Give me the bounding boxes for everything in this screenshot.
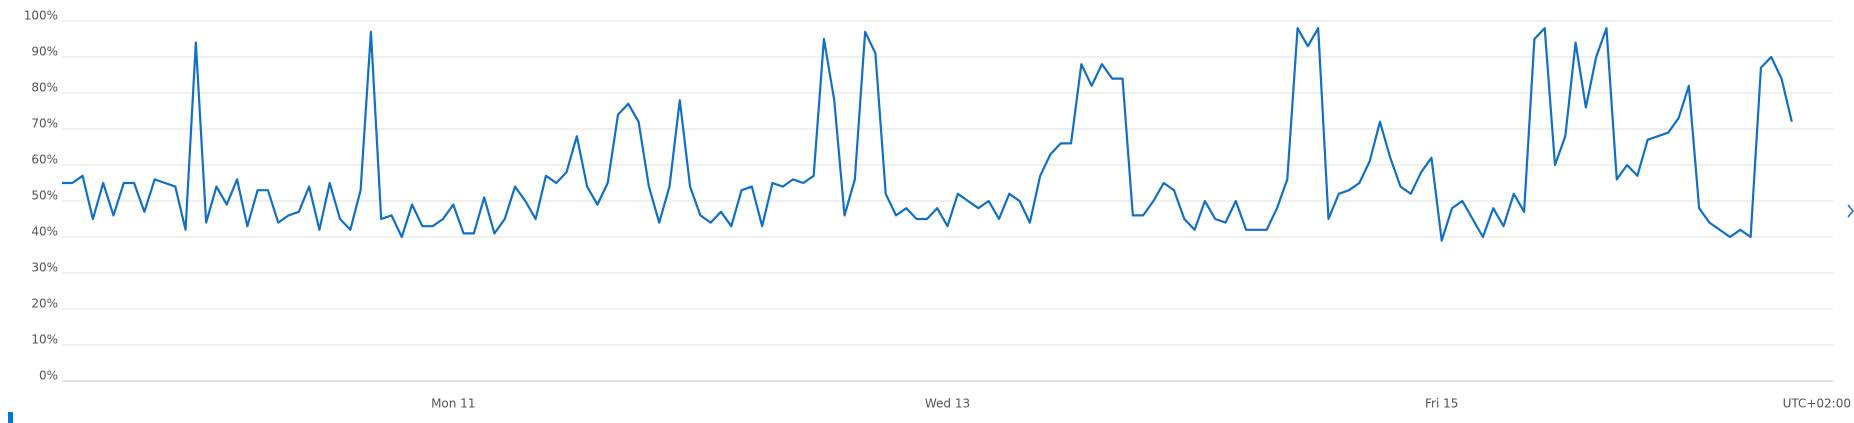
expand-arrow[interactable] <box>1847 204 1854 218</box>
y-tick-label: 0% <box>39 369 58 383</box>
x-tick-label: Fri 15 <box>1425 397 1458 411</box>
focus-indicator <box>8 412 13 423</box>
data-line <box>62 27 1793 242</box>
x-tick-label: Mon 11 <box>431 397 475 411</box>
y-tick-label: 30% <box>31 261 58 275</box>
y-tick-label: 10% <box>31 333 58 347</box>
y-tick-label: 70% <box>31 117 58 131</box>
y-tick-label: 60% <box>31 153 58 167</box>
y-tick-label: 80% <box>31 81 58 95</box>
y-tick-label: 40% <box>31 225 58 239</box>
y-tick-label: 90% <box>31 45 58 59</box>
y-tick-label: 100% <box>24 9 58 23</box>
y-tick-label: 20% <box>31 297 58 311</box>
y-tick-label: 50% <box>31 189 58 203</box>
x-tick-label: Wed 13 <box>925 397 970 411</box>
timezone-label: UTC+02:00 <box>1783 397 1851 411</box>
